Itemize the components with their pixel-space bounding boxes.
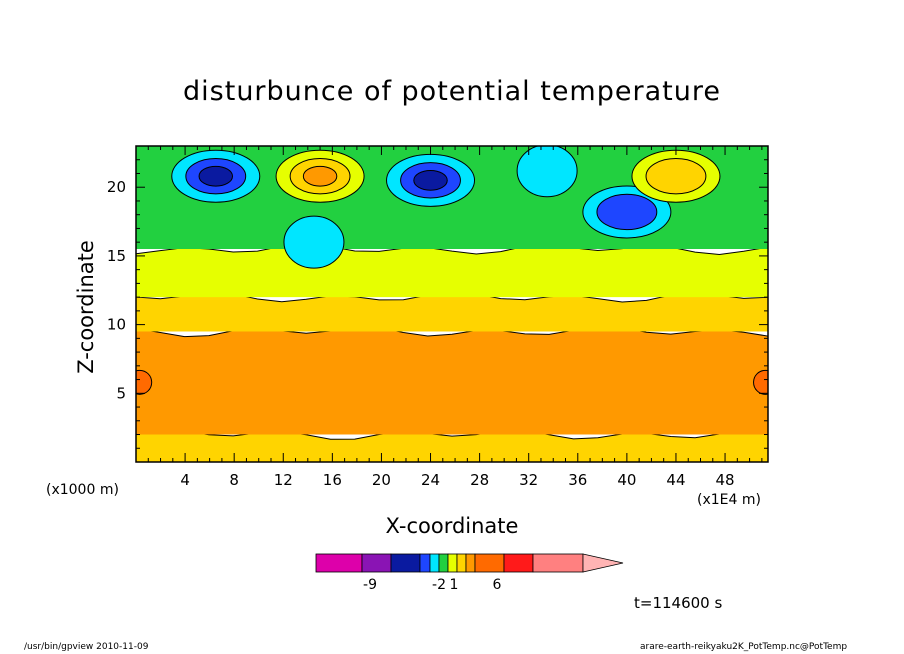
- colorbar-label: 1: [450, 577, 459, 593]
- x-tick-label: 12: [274, 471, 293, 489]
- minimum-inner-1: [413, 169, 448, 191]
- layer-upper-orange-band: [136, 291, 768, 332]
- minimum-outer-3: [516, 146, 578, 198]
- colorbar-box: [465, 553, 476, 573]
- colorbar-label: -9: [363, 577, 377, 593]
- colorbar-arrow: [582, 553, 624, 573]
- x-unit-label: (x1E4 m): [697, 492, 761, 508]
- maximum-outer-8: [753, 369, 768, 395]
- minimum-inner-0: [198, 165, 233, 187]
- maximum-mid-6: [645, 158, 707, 195]
- colorbar-box: [503, 553, 534, 573]
- z-tick-label: 10: [107, 316, 126, 334]
- colorbar-box: [474, 553, 505, 573]
- minimum-mid-4: [596, 193, 658, 231]
- colorbar-label: 6: [493, 577, 502, 593]
- minimum-outer-2: [283, 215, 345, 269]
- program-info: /usr/bin/gpview 2010-11-09: [24, 642, 149, 652]
- colorbar: -9 -2 1 6: [315, 553, 624, 593]
- x-tick-label: 28: [470, 471, 489, 489]
- x-tick-label: 44: [666, 471, 685, 489]
- chart-title: disturbunce of potential temperature: [183, 76, 721, 107]
- colorbar-box: [456, 553, 467, 573]
- colorbar-box: [532, 553, 584, 573]
- colorbar-box: [438, 553, 449, 573]
- colorbar-label: -2: [432, 577, 446, 593]
- plot-area: [136, 146, 768, 462]
- z-tick-label: 5: [116, 384, 126, 402]
- x-tick-label: 48: [716, 471, 735, 489]
- x-tick-label: 20: [372, 471, 391, 489]
- layer-lower-orange-band: [136, 326, 768, 435]
- x-tick-label: 32: [519, 471, 538, 489]
- colorbar-box: [429, 553, 440, 573]
- colorbar-box: [361, 553, 392, 573]
- colorbar-box: [390, 553, 421, 573]
- z-tick-label: 15: [107, 247, 126, 265]
- contour-line: [136, 429, 768, 440]
- source-file-label: arare-earth-reikyaku2K_PotTemp.nc@PotTem…: [640, 642, 848, 652]
- x-tick-label: 36: [568, 471, 587, 489]
- plot-frame: [135, 145, 769, 463]
- x-tick-label: 8: [229, 471, 239, 489]
- colorbar-box: [447, 553, 458, 573]
- time-label: t=114600 s: [634, 594, 723, 612]
- x-tick-label: 24: [421, 471, 440, 489]
- maximum-inner-5: [302, 165, 338, 187]
- x-tick-label: 4: [180, 471, 190, 489]
- colorbar-box: [419, 553, 431, 573]
- z-unit-label: (x1000 m): [46, 482, 119, 498]
- maximum-outer-7: [136, 369, 153, 395]
- z-tick-label: 20: [107, 178, 126, 196]
- x-axis-label: X-coordinate: [385, 514, 519, 538]
- x-tick-label: 16: [323, 471, 342, 489]
- x-tick-label: 40: [617, 471, 636, 489]
- colorbar-box: [315, 553, 363, 573]
- layer-surface-layer: [136, 429, 768, 462]
